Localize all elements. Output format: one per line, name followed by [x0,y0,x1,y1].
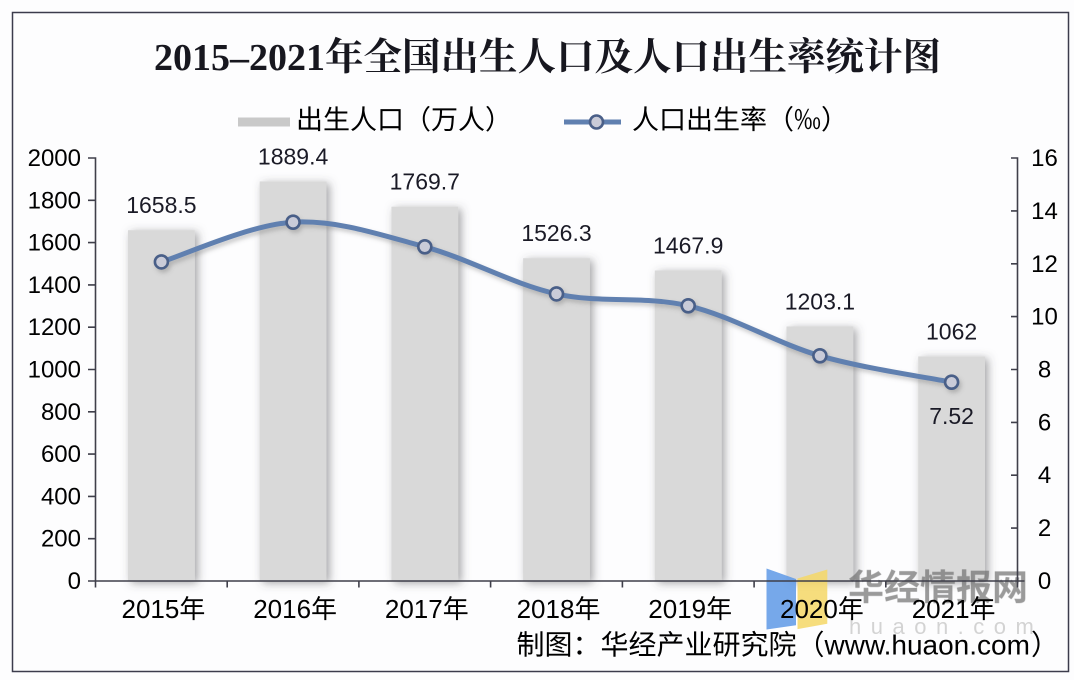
svg-text:1062: 1062 [926,318,977,344]
svg-text:1000: 1000 [28,357,81,384]
svg-text:1658.5: 1658.5 [126,192,196,218]
svg-text:16: 16 [1031,145,1058,172]
svg-text:2021: 2021 [912,594,970,624]
svg-text:2019: 2019 [648,594,706,624]
svg-text:2000: 2000 [28,145,81,172]
svg-text:1200: 1200 [28,314,81,341]
svg-text:2018: 2018 [517,594,575,624]
svg-text:0: 0 [1038,568,1051,595]
svg-text:huaon.com: huaon.com [849,614,1043,639]
svg-text:400: 400 [41,483,81,510]
svg-text:1203.1: 1203.1 [785,289,855,315]
svg-text:2015–2021: 2015–2021 [154,37,325,79]
svg-text:200: 200 [41,526,81,553]
svg-text:1889.4: 1889.4 [258,143,329,169]
svg-text:1467.9: 1467.9 [653,233,723,259]
svg-text:2017: 2017 [385,594,443,624]
svg-text:600: 600 [41,441,81,468]
svg-text:2016: 2016 [253,594,311,624]
svg-text:1400: 1400 [28,272,81,299]
svg-text:14: 14 [1031,198,1058,225]
svg-text:7.52: 7.52 [929,403,974,429]
svg-text:0: 0 [68,568,81,595]
svg-text:800: 800 [41,399,81,426]
svg-text:2020: 2020 [780,594,838,624]
svg-text:2: 2 [1038,515,1051,542]
svg-text:6: 6 [1038,409,1051,436]
svg-text:www.huaon.com: www.huaon.com [824,630,1030,661]
svg-text:8: 8 [1038,357,1051,384]
svg-text:1769.7: 1769.7 [390,169,460,195]
svg-text:1800: 1800 [28,187,81,214]
svg-text:4: 4 [1038,462,1051,489]
svg-text:2015: 2015 [122,594,180,624]
svg-text:12: 12 [1031,251,1058,278]
svg-text:1600: 1600 [28,230,81,257]
svg-text:1526.3: 1526.3 [521,220,591,246]
svg-text:10: 10 [1031,304,1058,331]
